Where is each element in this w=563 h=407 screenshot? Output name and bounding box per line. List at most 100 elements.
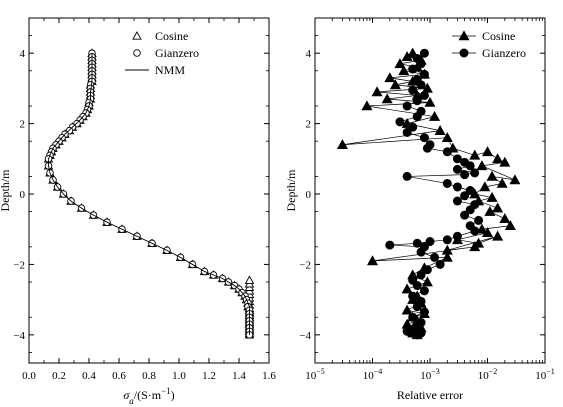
left-series-marks [43,48,255,339]
left-x-axis-label-symbol: σ [123,388,130,402]
right-gianzero-point-44 [416,247,426,257]
left-x-tick-label: 0.2 [52,370,66,382]
right-cosine-point-36 [499,213,511,223]
left-y-tick-label: −4 [13,330,25,342]
right-gianzero-point-47 [422,265,432,275]
right-gianzero-point-14 [408,122,418,132]
left-legend-gianzero-label: Gianzero [155,46,199,60]
right-gianzero-point-24 [470,168,480,178]
right-gianzero-point-50 [412,281,422,291]
left-x-axis-label: σa/(S·m−1) [123,386,174,406]
right-gianzero-point-63 [412,323,422,333]
right-x-tick-label-exp: −1 [546,367,555,376]
right-gianzero-point-56 [408,312,418,322]
right-gianzero-point-25 [460,170,470,180]
left-x-tick-label: 0.0 [22,370,36,382]
right-cosine-point-3 [394,58,406,69]
right-gianzero-point-18 [422,143,432,153]
right-x-tick-label-base: 10 [420,370,432,382]
left-x-axis-label-unit: /(S·m [134,388,162,402]
right-x-tick-label: 10−2 [478,367,498,382]
right-cosine-point-18 [434,125,446,135]
right-gianzero-point-6 [416,80,426,90]
right-plot-frame [314,17,546,364]
left-y-ticks: −4 −2 0 2 4 [13,35,269,353]
right-gianzero-point-19 [442,147,452,157]
right-x-tick-label: 10−1 [535,367,555,382]
right-y-tick-label: 0 [306,189,312,201]
left-y-axis-label: Depth/m [0,169,12,212]
right-x-tick-label-exp: −4 [374,367,383,376]
left-x-axis-label-superscript: −1 [161,386,171,396]
right-gianzero-point-54 [412,302,422,312]
right-gianzero-point-51 [419,286,429,296]
right-cosine-point-28 [486,170,498,181]
right-gianzero-point-23 [452,164,462,174]
right-gianzero-point-12 [412,112,422,122]
right-gianzero-point-35 [474,215,484,225]
right-cosine-point-20 [441,132,453,142]
left-nmm-line [48,53,250,335]
right-gianzero-point-4 [419,69,429,79]
left-legend-gianzero-symbol-point-0 [133,49,141,57]
left-x-tick-label: 1.2 [202,370,216,382]
right-cosine-point-50 [401,283,413,294]
left-legend: Cosine Gianzero NMM [125,29,199,77]
left-x-tick-label: 1.6 [262,370,276,382]
right-gianzero-point-29 [465,186,475,196]
right-gianzero-point-28 [452,182,462,192]
right-series-marks [336,47,521,340]
left-x-tick-label: 1.4 [232,370,246,382]
right-cosine-point-23 [481,146,494,157]
right-cosine-point-24 [492,153,504,164]
left-cosine-point-80 [244,275,255,284]
right-cosine-point-27 [509,174,521,185]
right-x-tick-label-exp: −5 [316,367,325,376]
right-gianzero-point-15 [402,127,412,137]
right-y-tick-label: −2 [299,259,311,271]
right-cosine-point-46 [441,251,453,262]
right-gianzero-point-26 [402,171,412,181]
right-x-tick-label-exp: −2 [489,367,498,376]
right-x-tick-label-base: 10 [535,370,547,382]
right-gianzero-point-27 [442,178,452,188]
right-cosine-point-22 [469,149,481,160]
right-cosine-point-11 [371,86,383,97]
right-cosine-point-54 [401,304,413,315]
right-y-tick-label: −4 [299,330,311,342]
left-y-tick-label: 0 [20,189,26,201]
right-gianzero-point-0 [419,48,429,58]
right-cosine-point-25 [499,156,511,167]
right-y-axis-label: Depth/m [284,169,298,212]
left-y-tick-label: −2 [13,259,25,271]
left-panel: 0.0 0.2 0.4 0.6 0.8 1.0 1.2 1.4 1.6 −4 −2 0 2 4 σa/(… [0,17,276,406]
right-x-ticks: 10−5 10−4 10−3 10−2 10−1 [305,18,555,382]
right-cosine-point-7 [384,72,396,83]
right-cosine-point-1 [401,51,413,62]
right-y-tick-label: 4 [306,48,312,60]
right-gianzero-point-34 [460,210,470,220]
right-cosine-point-34 [492,202,504,213]
right-gianzero-point-3 [408,64,418,74]
right-x-tick-label: 10−5 [305,367,325,382]
right-gianzero-point-52 [408,291,418,301]
right-cosine-point-49 [421,276,433,287]
right-x-tick-label-base: 10 [305,370,317,382]
left-legend-cosine-symbol-point-0 [132,31,142,40]
right-cosine-point-37 [504,220,516,231]
left-x-tick-label: 0.4 [82,370,96,382]
right-gianzero-point-41 [412,238,422,248]
right-gianzero-point-45 [430,252,440,262]
left-x-ticks: 0.0 0.2 0.4 0.6 0.8 1.0 1.2 1.4 1.6 [22,18,276,382]
right-gianzero-point-62 [402,326,412,336]
right-legend-gianzero-label: Gianzero [482,46,526,60]
right-x-tick-label: 10−4 [363,367,383,382]
right-cosine-point-39 [481,227,494,238]
right-gianzero-point-39 [442,235,452,245]
right-cosine-point-26 [476,160,488,171]
right-gianzero-point-48 [416,270,426,280]
right-gianzero-point-8 [419,90,429,100]
right-gianzero-point-20 [452,154,462,164]
right-gianzero-point-37 [470,226,480,236]
